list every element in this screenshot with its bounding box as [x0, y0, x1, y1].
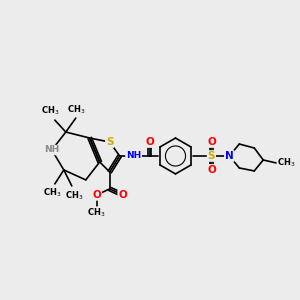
Text: CH$_3$: CH$_3$: [40, 105, 59, 117]
Text: CH$_3$: CH$_3$: [64, 190, 83, 203]
Text: CH$_3$: CH$_3$: [67, 103, 85, 116]
Text: NH: NH: [126, 152, 141, 160]
Text: S: S: [106, 137, 113, 147]
Text: S: S: [208, 151, 215, 161]
Text: CH$_3$: CH$_3$: [277, 157, 296, 169]
Text: O: O: [145, 137, 154, 147]
Text: O: O: [92, 190, 101, 200]
Text: O: O: [207, 165, 216, 175]
Text: CH$_3$: CH$_3$: [43, 187, 61, 200]
Text: N: N: [225, 151, 234, 161]
Text: O: O: [207, 137, 216, 147]
Text: NH: NH: [44, 146, 59, 154]
Text: O: O: [118, 190, 127, 200]
Text: CH$_3$: CH$_3$: [87, 207, 106, 219]
